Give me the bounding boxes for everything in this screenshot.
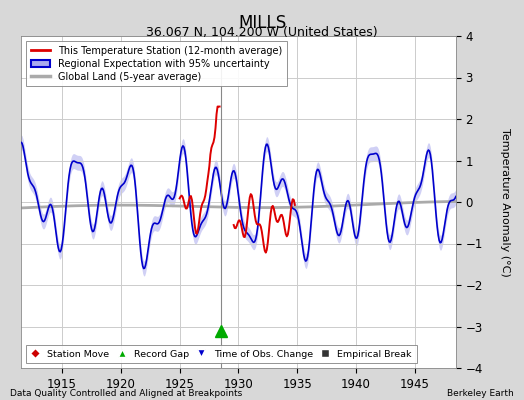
Legend: Station Move, Record Gap, Time of Obs. Change, Empirical Break: Station Move, Record Gap, Time of Obs. C… xyxy=(26,345,417,363)
Text: MILLS: MILLS xyxy=(238,14,286,32)
Text: Data Quality Controlled and Aligned at Breakpoints: Data Quality Controlled and Aligned at B… xyxy=(10,389,243,398)
Y-axis label: Temperature Anomaly (°C): Temperature Anomaly (°C) xyxy=(500,128,510,276)
Text: Berkeley Earth: Berkeley Earth xyxy=(447,389,514,398)
Text: 36.067 N, 104.200 W (United States): 36.067 N, 104.200 W (United States) xyxy=(146,26,378,39)
